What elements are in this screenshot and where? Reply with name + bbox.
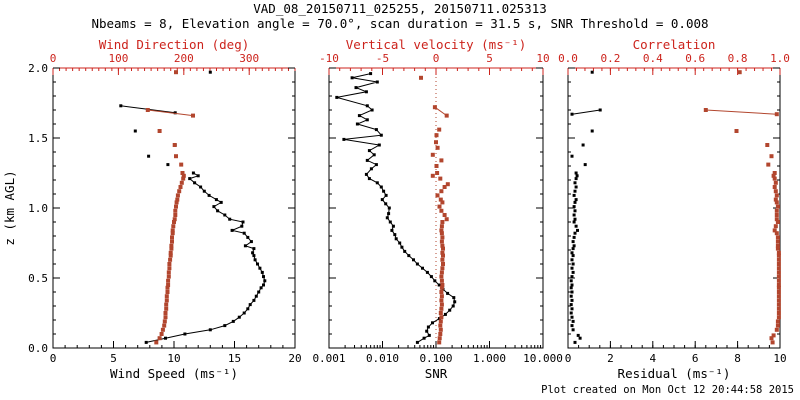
axis-tick-label: 10.000 [523,352,563,365]
axis-tick-label: 300 [239,52,259,65]
axis-tick-label: 0 [433,52,440,65]
axis-tick-label: 0.010 [366,352,399,365]
axis-tick-label: 0.8 [728,52,748,65]
axis-tick-label: 1.000 [473,352,506,365]
series-residual-profile [569,171,582,344]
axis-ticks-residual: 0 2 4 6 8 10 Residual (ms⁻¹) 0.0 0.2 0.4 0.6 0.8 1.0… [558,37,790,381]
series-snr-profile [335,72,457,344]
series-correlation-upper-pair [703,108,779,117]
axis-tick-label: 2 [607,352,614,365]
series-vertical-velocity-profile [430,171,450,345]
series-wind-direction-upper-scatter [157,70,184,167]
axis-tick-label: 5 [110,352,117,365]
series-wind-direction-profile [154,171,186,345]
series-vertical-velocity-upper-scatter [419,75,444,168]
plot-subtitle: Nbeams = 8, Elevation angle = 70.0°, sca… [91,16,709,31]
axis-tick-label: 0.001 [312,352,345,365]
x-axis-title-residual: Residual (ms⁻¹) [618,366,731,381]
top-axis-title-residual: Correlation [633,37,716,52]
axis-tick-label: 0 [50,352,57,365]
x-axis-title-snr: SNR [425,366,448,381]
series-correlation-profile [769,171,781,345]
axis-tick-label: 100 [108,52,128,65]
axis-tick-label: -5 [376,52,389,65]
axis-tick-label: 0.0 [558,52,578,65]
y-axis-title: z (km AGL) [2,170,17,245]
axis-tick-label: 0 [50,52,57,65]
axis-tick-label: 200 [174,52,194,65]
x-axis-title-wind: Wind Speed (ms⁻¹) [110,366,238,381]
axis-tick-label: 10 [167,352,180,365]
top-axis-title-wind: Wind Direction (deg) [99,37,250,52]
axis-tick-label: 0.4 [643,52,663,65]
plot-created-timestamp: Plot created on Mon Oct 12 20:44:58 2015 [541,384,794,396]
axis-tick-label: 0.2 [600,52,620,65]
panel-wind: 0 5 10 15 20 Wind Speed (ms⁻¹) 0 100 200 300Wind … [28,37,302,381]
axis-tick-label: 2.0 [28,62,48,75]
axis-tick-label: 15 [228,352,241,365]
top-axis-title-snr: Vertical velocity (ms⁻¹) [346,37,527,52]
series-wind-speed-profile [144,171,267,344]
panel-residual: 0 2 4 6 8 10 Residual (ms⁻¹) 0.0 0.2 0.4 0.6 0.8 1.0… [558,37,790,381]
axis-tick-label: 6 [692,352,699,365]
axis-tick-label: 10 [536,52,549,65]
series-residual-upper-pair [570,108,602,116]
axis-tick-label: 4 [649,352,656,365]
axis-tick-label: 20 [288,352,301,365]
axis-tick-label: 0.5 [28,272,48,285]
series-wind-direction-upper-pair [145,108,195,118]
axis-tick-label: 1.0 [28,202,48,215]
axis-ticks-wind: 0 5 10 15 20 Wind Speed (ms⁻¹) 0 100 200 300Wind … [28,37,302,381]
panel-snr: 0.001 0.010 0.100 1.000 10.000 SNR -10 -5 0 5 10 Ve… [312,37,562,381]
axis-tick-label: 0.100 [419,352,452,365]
axis-tick-label: 0.0 [28,342,48,355]
series-residual-upper-scatter [570,70,594,167]
plot-title: VAD_08_20150711_025255, 20150711.025313 [253,1,547,16]
axis-tick-label: 1.0 [770,52,790,65]
series-correlation-upper-scatter [734,70,774,167]
axis-tick-label: 10 [773,352,786,365]
series-wind-speed-upper-scatter [133,70,212,167]
axis-tick-label: 1.5 [28,132,48,145]
series-vertical-velocity-upper-pair [432,105,449,118]
axis-ticks-snr: 0.001 0.010 0.100 1.000 10.000 SNR -10 -5 0 5 10 Ve… [312,37,562,381]
axis-tick-label: 0.6 [685,52,705,65]
axis-tick-label: 8 [734,352,741,365]
axis-tick-label: -10 [319,52,339,65]
axis-tick-label: 5 [486,52,493,65]
axis-tick-label: 0 [565,352,572,365]
